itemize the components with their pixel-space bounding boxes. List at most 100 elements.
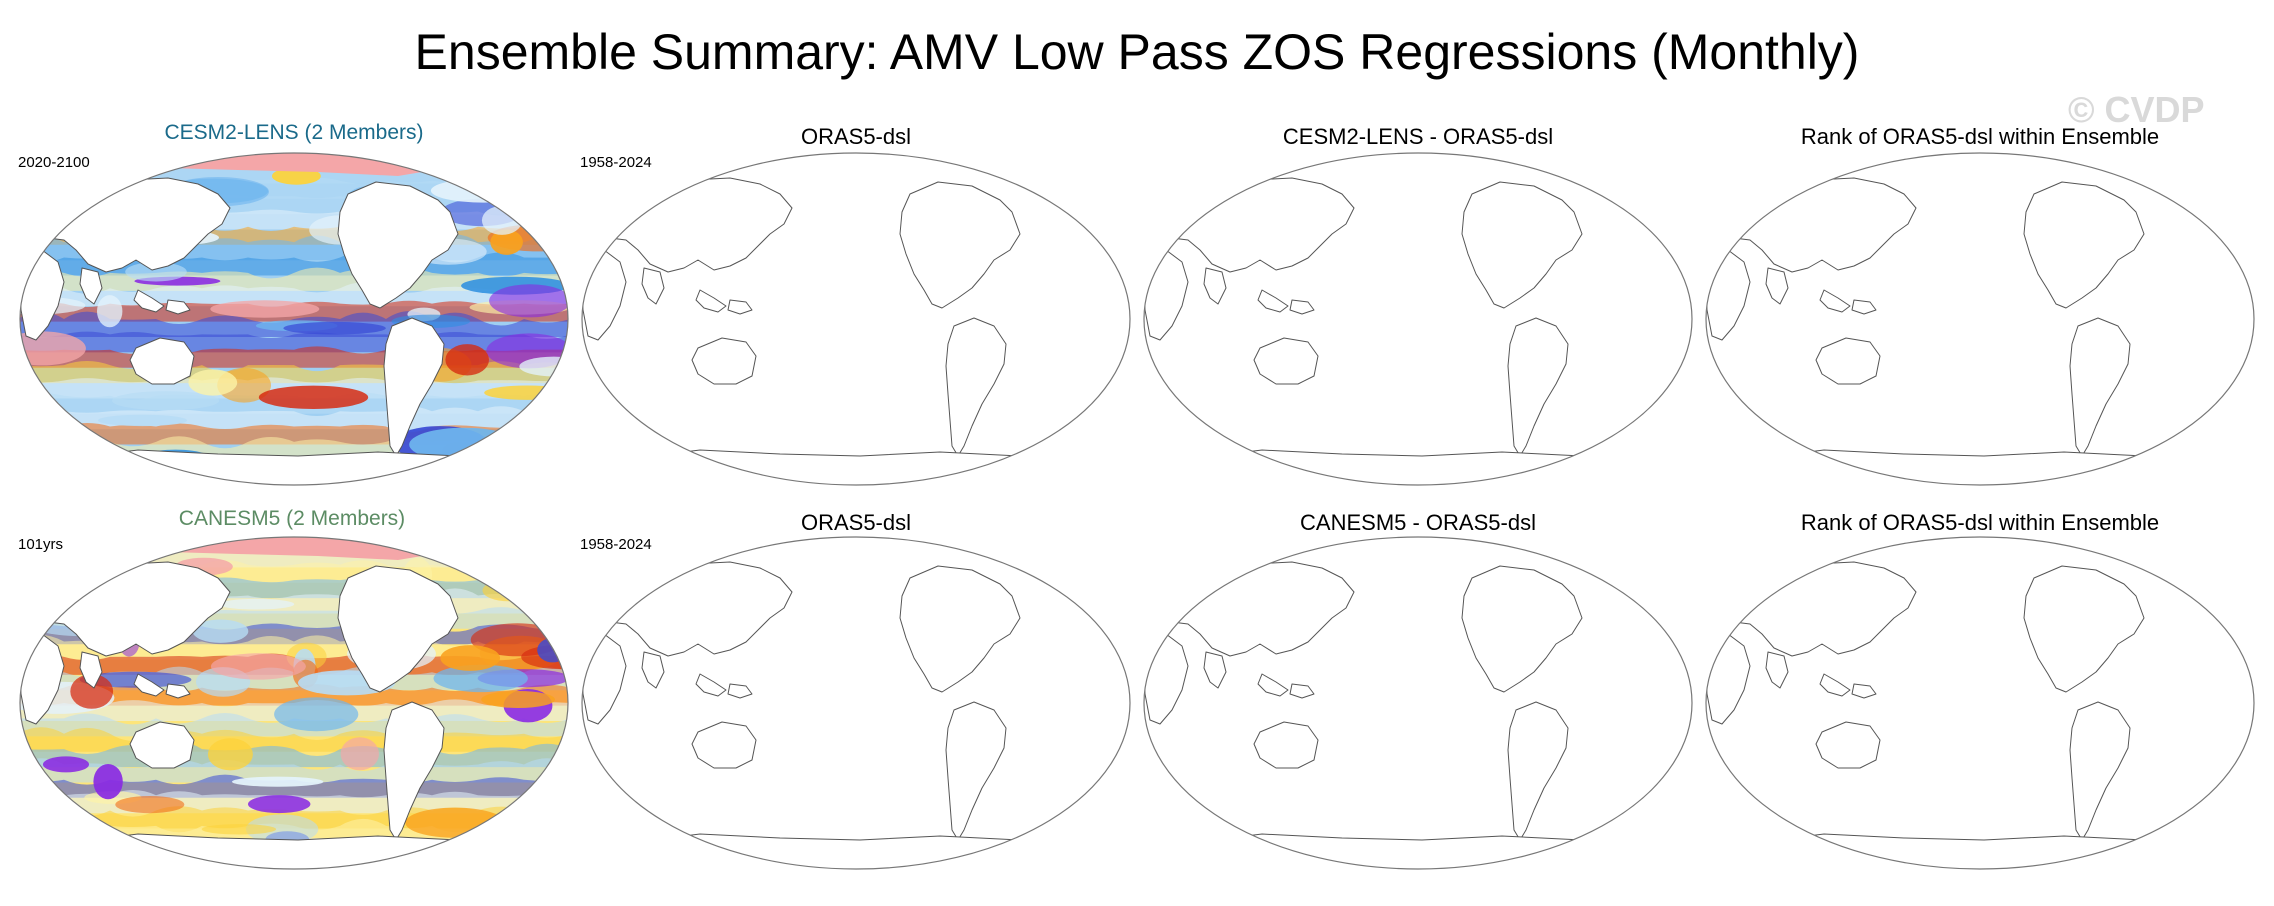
coastline [1743, 449, 2217, 485]
coastline [1253, 337, 1319, 385]
coastline [129, 721, 195, 769]
ocean-field-anomaly [210, 300, 320, 318]
coastline [619, 449, 1093, 485]
ocean-field-anomaly [274, 697, 359, 732]
coastline [1723, 177, 1917, 273]
ocean-field-anomaly [440, 645, 501, 671]
panel-title-cesm2-lens: CESM2-LENS (2 Members) [164, 121, 424, 144]
ocean-field-anomaly [482, 579, 535, 602]
coastline [1031, 543, 1081, 583]
coastline [1289, 299, 1315, 315]
coastline [2069, 701, 2131, 841]
map-content [582, 543, 1093, 869]
map-oras5-row1 [581, 152, 1131, 486]
coastline [1461, 565, 1583, 693]
coastline [133, 289, 165, 313]
coastline [582, 249, 627, 341]
coastline [1765, 651, 1789, 689]
coastline [1161, 561, 1355, 657]
coastline [1289, 683, 1315, 699]
ocean-field-band [20, 683, 568, 706]
map-frame [1705, 536, 2255, 870]
ocean-field-anomaly [97, 414, 188, 427]
figure-title: Ensemble Summary: AMV Low Pass ZOS Regre… [414, 24, 1860, 80]
coastline [641, 651, 665, 689]
ocean-field-anomaly [188, 369, 238, 396]
ocean-field-anomaly [207, 738, 253, 771]
coastline [129, 337, 195, 385]
coastline [691, 337, 757, 385]
panel-title-rank-row2: Rank of ORAS5-dsl within Ensemble [1800, 510, 2160, 535]
map-difference-row1 [1143, 152, 1693, 486]
coastline [1203, 651, 1227, 689]
coastline [1819, 673, 1851, 697]
ocean-field-anomaly [545, 189, 568, 205]
ocean-field-anomaly [115, 796, 185, 814]
map-frame [19, 536, 569, 870]
ocean-field-anomaly [405, 807, 505, 838]
panel-title-oras5-row1: ORAS5-dsl [800, 124, 912, 149]
coastline [2023, 181, 2145, 309]
ocean-field-anomaly [445, 344, 490, 376]
period-label-row1: 2020-2100 [18, 154, 90, 171]
coastline [383, 701, 445, 841]
ocean-field-anomaly [28, 830, 129, 864]
ocean-field-anomaly [490, 229, 523, 255]
ocean-field-anomaly [283, 321, 386, 335]
coastline [1181, 833, 1655, 869]
coastline [57, 833, 531, 869]
coastline [1161, 177, 1355, 273]
coastline [79, 651, 103, 689]
map-frame [1143, 152, 1693, 486]
map-cesm2-lens [19, 152, 569, 486]
coastline [1203, 267, 1227, 305]
cvdp-watermark: © CVDP [2068, 89, 2205, 130]
coastline [133, 673, 165, 697]
panel-title-difference-row1: CESM2-LENS - ORAS5-dsl [1282, 124, 1554, 149]
panel-title-rank-row1: Rank of ORAS5-dsl within Ensemble [1800, 124, 2160, 149]
ocean-field-anomaly [192, 619, 249, 643]
coastline [945, 701, 1007, 841]
coastline [1593, 543, 1643, 583]
ocean-field-anomaly [47, 821, 103, 835]
coastline [899, 181, 1021, 309]
ocean-field-anomaly [42, 756, 90, 773]
coastline [899, 565, 1021, 693]
map-frame [1143, 536, 1693, 870]
coastline [1723, 561, 1917, 657]
map-canesm5 [19, 536, 569, 870]
obs-period-label-row2: 1958-2024 [580, 536, 652, 553]
ocean-field-band [20, 774, 568, 798]
coastline [1851, 299, 1877, 315]
panel-title-oras5-row2: ORAS5-dsl [800, 510, 912, 535]
map-frame [581, 536, 1131, 870]
coastline [1765, 267, 1789, 305]
coastline [727, 683, 753, 699]
coastline [57, 449, 531, 485]
coastline [619, 833, 1093, 869]
obs-period-label-row1: 1958-2024 [580, 154, 652, 171]
coastline [695, 673, 727, 697]
coastline [469, 159, 519, 199]
coastline [1743, 833, 2217, 869]
ocean-field-anomaly [210, 653, 306, 680]
ocean-field-anomaly [519, 356, 568, 377]
coastline [1593, 159, 1643, 199]
ocean-field-anomaly [245, 814, 319, 844]
period-label-row2: 101yrs [18, 536, 64, 553]
coastline [1257, 289, 1289, 313]
coastline [1815, 721, 1881, 769]
ocean-field-anomaly [507, 567, 568, 594]
ocean-field-anomaly [201, 824, 277, 835]
coastline [599, 561, 793, 657]
ocean-field-anomaly [258, 385, 369, 409]
ocean-field-anomaly [112, 391, 220, 411]
coastline [727, 299, 753, 315]
ocean-field-anomaly [125, 262, 187, 282]
coastline [165, 299, 191, 315]
panel-title-canesm5: CANESM5 (2 Members) [178, 507, 406, 530]
ocean-field-anomaly [52, 166, 120, 197]
coastline [469, 543, 519, 583]
map-difference-row2 [1143, 536, 1693, 870]
coastline [1031, 159, 1081, 199]
